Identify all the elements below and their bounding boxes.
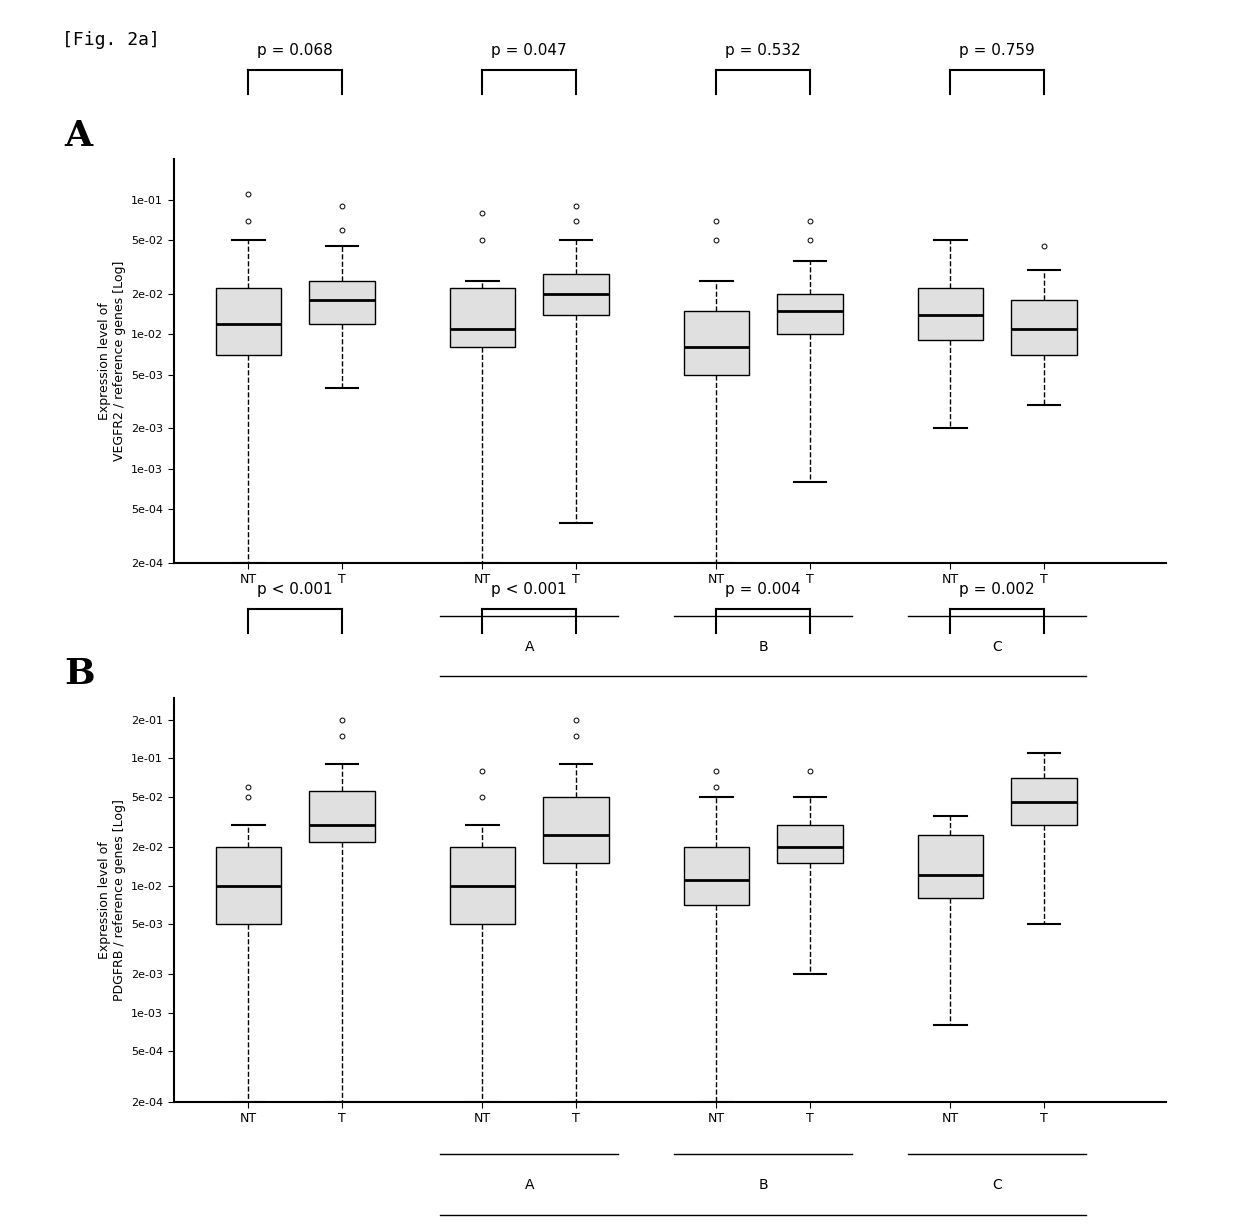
PathPatch shape <box>309 280 374 323</box>
PathPatch shape <box>216 288 281 355</box>
PathPatch shape <box>216 847 281 924</box>
Text: p < 0.001: p < 0.001 <box>491 581 567 596</box>
PathPatch shape <box>918 835 983 898</box>
PathPatch shape <box>309 792 374 842</box>
Text: p = 0.532: p = 0.532 <box>725 43 801 58</box>
PathPatch shape <box>777 294 843 334</box>
Text: BCLC Stage: BCLC Stage <box>723 700 804 715</box>
Y-axis label: Expression level of
VEGFR2 / reference genes [Log]: Expression level of VEGFR2 / reference g… <box>98 261 125 461</box>
Text: A: A <box>64 119 93 153</box>
PathPatch shape <box>543 274 609 315</box>
PathPatch shape <box>918 288 983 340</box>
Text: B: B <box>64 657 95 692</box>
Text: p = 0.068: p = 0.068 <box>258 43 334 58</box>
Text: p = 0.047: p = 0.047 <box>491 43 567 58</box>
Text: B: B <box>759 1179 768 1192</box>
Text: [Fig. 2a]: [Fig. 2a] <box>62 31 160 49</box>
PathPatch shape <box>683 847 749 906</box>
PathPatch shape <box>683 311 749 375</box>
Text: p = 0.004: p = 0.004 <box>725 581 801 596</box>
Text: C: C <box>992 640 1002 654</box>
Text: B: B <box>759 640 768 654</box>
PathPatch shape <box>543 797 609 863</box>
Text: A: A <box>525 640 534 654</box>
PathPatch shape <box>1011 300 1076 355</box>
PathPatch shape <box>1011 778 1076 825</box>
Text: A: A <box>525 1179 534 1192</box>
Text: p = 0.002: p = 0.002 <box>960 581 1035 596</box>
Text: p = 0.759: p = 0.759 <box>960 43 1035 58</box>
Text: C: C <box>992 1179 1002 1192</box>
PathPatch shape <box>450 847 515 924</box>
PathPatch shape <box>450 288 515 348</box>
Y-axis label: Expression level of
PDGFRB / reference genes [Log]: Expression level of PDGFRB / reference g… <box>98 799 125 1000</box>
PathPatch shape <box>777 825 843 863</box>
Text: p < 0.001: p < 0.001 <box>258 581 334 596</box>
